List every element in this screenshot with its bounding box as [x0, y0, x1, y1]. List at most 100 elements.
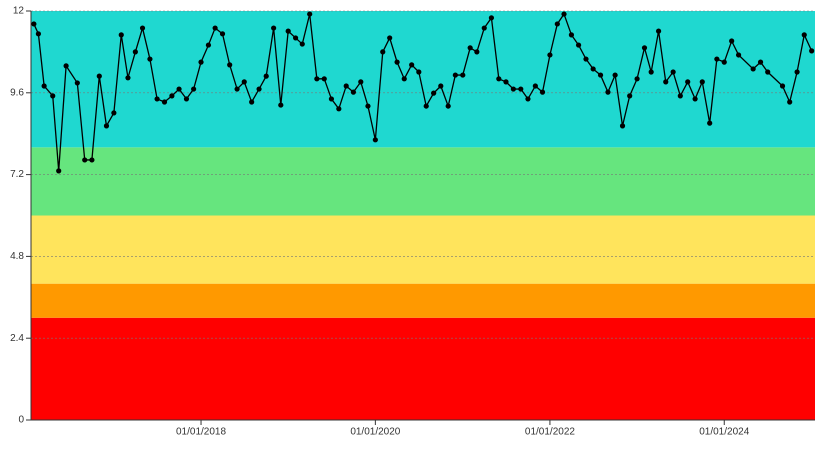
- point: [365, 103, 371, 109]
- point: [655, 28, 662, 34]
- point: [41, 83, 47, 89]
- point: [278, 102, 284, 108]
- point: [452, 72, 458, 78]
- point: [648, 69, 654, 75]
- point: [554, 21, 560, 27]
- point: [707, 120, 713, 126]
- point: [670, 69, 676, 75]
- point: [35, 31, 42, 37]
- point: [685, 79, 691, 85]
- point: [263, 73, 269, 79]
- point: [409, 62, 415, 68]
- point: [809, 48, 815, 54]
- point: [198, 59, 204, 65]
- y-tick-label: 4.8: [10, 251, 24, 262]
- point: [227, 62, 233, 68]
- point: [285, 28, 291, 34]
- point: [169, 93, 175, 99]
- point: [212, 25, 218, 31]
- point: [147, 56, 153, 62]
- point: [132, 49, 138, 55]
- y-tick-label: 2.4: [10, 333, 24, 344]
- point: [663, 79, 669, 85]
- band: [31, 11, 815, 148]
- x-tick-label: 01/01/2024: [699, 427, 749, 438]
- point: [314, 76, 320, 82]
- point: [721, 59, 727, 65]
- point: [496, 76, 502, 82]
- point: [219, 31, 226, 37]
- point: [575, 42, 582, 48]
- point: [292, 35, 299, 41]
- point: [431, 90, 437, 96]
- band: [31, 317, 815, 420]
- point: [488, 15, 495, 21]
- point: [111, 110, 117, 116]
- point: [438, 83, 444, 89]
- point: [568, 32, 575, 38]
- point: [191, 86, 197, 92]
- point: [779, 83, 786, 89]
- point: [299, 41, 305, 47]
- point: [561, 11, 567, 17]
- point: [518, 86, 524, 92]
- x-tick-label: 01/01/2018: [176, 427, 226, 438]
- point: [794, 69, 800, 75]
- point: [154, 96, 160, 102]
- point: [532, 83, 538, 89]
- band: [31, 283, 815, 318]
- point: [597, 72, 604, 78]
- point: [161, 99, 168, 105]
- point: [205, 42, 212, 48]
- point: [234, 86, 240, 92]
- point: [50, 93, 56, 99]
- band: [31, 215, 815, 284]
- point: [735, 52, 742, 58]
- point: [699, 79, 705, 85]
- point: [350, 89, 356, 95]
- point: [336, 106, 342, 112]
- point: [474, 49, 480, 55]
- point: [387, 35, 393, 41]
- point: [627, 93, 633, 99]
- point: [757, 59, 764, 65]
- point: [605, 89, 611, 95]
- point: [510, 86, 516, 92]
- point: [460, 72, 466, 78]
- point: [343, 83, 349, 89]
- point: [481, 25, 487, 31]
- point: [423, 103, 429, 109]
- point: [801, 32, 807, 38]
- point: [139, 25, 146, 31]
- point: [89, 157, 95, 163]
- point: [56, 168, 62, 174]
- point: [394, 59, 400, 65]
- point: [619, 123, 626, 129]
- point: [765, 69, 771, 75]
- point: [183, 96, 190, 102]
- point: [125, 75, 131, 81]
- point: [714, 56, 720, 62]
- point: [118, 32, 124, 38]
- point: [241, 79, 247, 85]
- point: [401, 76, 407, 82]
- point: [321, 76, 327, 82]
- y-tick-label: 7.2: [10, 169, 24, 180]
- point: [729, 38, 735, 44]
- point: [358, 79, 364, 85]
- point: [612, 72, 618, 78]
- point: [583, 56, 589, 62]
- point: [103, 123, 110, 129]
- point: [380, 49, 386, 55]
- point: [590, 66, 596, 72]
- point: [249, 99, 255, 105]
- point: [328, 96, 335, 102]
- point: [677, 93, 683, 99]
- point: [503, 79, 509, 85]
- point: [467, 45, 473, 51]
- point: [750, 66, 756, 72]
- band: [31, 147, 815, 216]
- point: [176, 86, 182, 92]
- point: [641, 45, 648, 51]
- point: [82, 157, 88, 163]
